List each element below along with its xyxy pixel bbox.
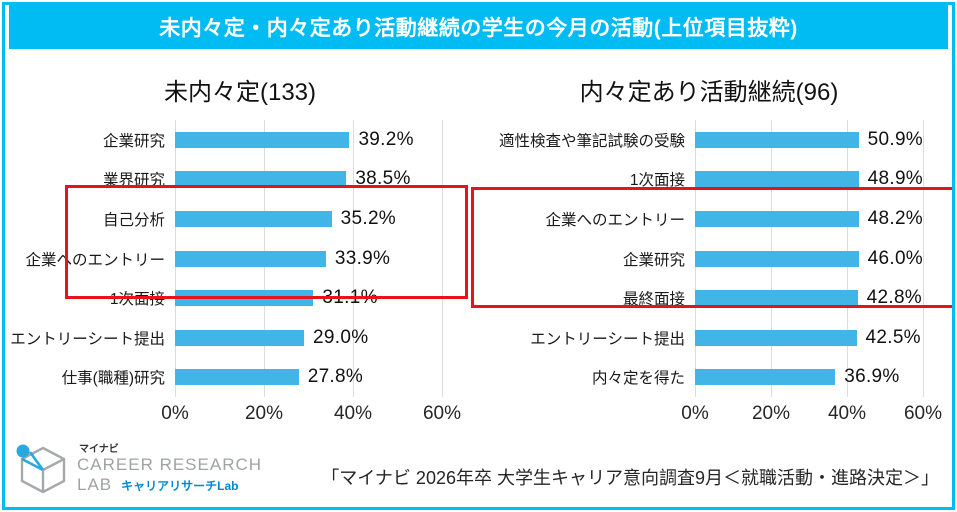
bar — [175, 250, 326, 267]
bar — [695, 171, 859, 188]
bar-track: 46.0% — [695, 248, 923, 270]
category-label: 最終面接 — [622, 291, 685, 309]
top3-highlight-box — [65, 185, 468, 299]
bar — [175, 369, 299, 386]
logo-jp-sub: キャリアリサーチLab — [121, 478, 239, 493]
chart-row: 企業へのエントリー 48.2% — [468, 199, 950, 239]
bar-track: 48.2% — [695, 208, 923, 230]
bar-track: 35.2% — [175, 208, 442, 230]
logo-line2: LAB キャリアリサーチLab — [77, 475, 262, 495]
chart-row: 内々定を得た 36.9% — [468, 357, 950, 397]
value-label: 35.2% — [340, 207, 396, 229]
logo-brand-jp: マイナビ — [79, 443, 119, 455]
bar — [695, 329, 857, 346]
category-label: 内々定を得た — [591, 370, 685, 388]
bar — [695, 250, 859, 267]
bar-track: 42.8% — [695, 287, 923, 309]
category-label: 企業へのエントリー — [25, 251, 165, 269]
top3-highlight-box — [471, 187, 955, 308]
category-label: 1次面接 — [629, 172, 685, 190]
x-tick: 40% — [333, 403, 373, 424]
logo-text: マイナビ CAREER RESEARCH LAB キャリアリサーチLab — [77, 444, 262, 495]
category-label: エントリーシート提出 — [10, 330, 165, 348]
bar — [695, 131, 859, 148]
value-label: 42.5% — [865, 326, 921, 348]
x-tick: 60% — [903, 403, 943, 424]
value-label: 36.9% — [844, 366, 900, 388]
x-tick: 20% — [244, 403, 284, 424]
bar — [695, 290, 858, 307]
chart-row: 仕事(職種)研究 27.8% — [12, 357, 468, 397]
category-label: 適性検査や筆記試験の受験 — [498, 132, 685, 150]
category-label: 1次面接 — [109, 291, 165, 309]
bar-track: 38.5% — [175, 168, 442, 190]
category-label: 自己分析 — [102, 211, 165, 229]
category-label: 企業へのエントリー — [545, 211, 685, 229]
logo-line1: CAREER RESEARCH — [77, 455, 263, 475]
x-tick: 0% — [161, 403, 189, 424]
value-label: 29.0% — [313, 326, 369, 348]
bar — [175, 329, 305, 346]
value-label: 46.0% — [867, 247, 923, 269]
chart-title: 内々定あり活動継続(96) — [579, 79, 839, 106]
bar-track: 27.8% — [175, 366, 442, 388]
value-label: 39.2% — [358, 128, 414, 150]
bar-track: 39.2% — [175, 129, 442, 151]
chart-row: エントリーシート提出 29.0% — [10, 318, 468, 358]
x-axis: 0% 20% 40% 60% — [161, 403, 461, 429]
x-tick: 60% — [422, 403, 462, 424]
bar — [175, 210, 332, 227]
value-label: 27.8% — [307, 366, 364, 388]
plot-area: 適性検査や筆記試験の受験 50.9% 1次面接 48.9% 企業へのエントリー 48.2%… — [468, 120, 955, 397]
chart-row: 企業研究 39.2% — [12, 120, 468, 160]
bar-track: 33.9% — [175, 248, 442, 270]
x-axis: 0% 20% 40% 60% — [681, 403, 942, 429]
chart-row: エントリーシート提出 42.5% — [468, 318, 950, 358]
value-label: 50.9% — [867, 128, 923, 150]
bar-track: 42.5% — [695, 327, 923, 349]
chart-row: 企業へのエントリー 33.9% — [12, 239, 468, 279]
bar-rows: 適性検査や筆記試験の受験 50.9% 1次面接 48.9% 企業へのエントリー 48.2%… — [468, 120, 950, 397]
page-title: 未内々定・内々定あり活動継続の学生の今月の活動(上位項目抜粋) — [159, 17, 798, 40]
chart-title: 未内々定(133) — [163, 79, 317, 106]
value-label: 48.2% — [867, 207, 923, 229]
value-label: 33.9% — [334, 247, 391, 269]
header-banner: 未内々定・内々定あり活動継続の学生の今月の活動(上位項目抜粋) — [9, 5, 948, 49]
chart-not-offered: 未内々定(133) 企業研究 39.2% 業界研究 38.5% 自己分析 35.2% 企業へ… — [10, 60, 468, 440]
x-tick: 0% — [681, 403, 709, 424]
chart-offered-continuing: 内々定あり活動継続(96) 適性検査や筆記試験の受験 50.9% 1次面接 48.9%… — [468, 60, 955, 440]
category-label: 企業研究 — [102, 132, 165, 150]
bar — [695, 369, 836, 386]
x-tick: 40% — [827, 403, 866, 424]
chart-row: 企業研究 46.0% — [468, 239, 950, 279]
bar — [695, 210, 859, 227]
chart-row: 最終面接 42.8% — [468, 278, 950, 318]
plot-area: 企業研究 39.2% 業界研究 38.5% 自己分析 35.2% 企業へのエントリー 33.9… — [10, 120, 468, 397]
career-research-lab-logo: マイナビ CAREER RESEARCH LAB キャリアリサーチLab — [16, 440, 262, 498]
x-tick: 20% — [751, 403, 790, 424]
category-label: 仕事(職種)研究 — [61, 370, 165, 388]
logo-cube-icon — [16, 444, 66, 494]
bar-track: 48.9% — [695, 168, 923, 190]
category-label: エントリーシート提出 — [530, 330, 685, 348]
value-label: 48.9% — [867, 168, 923, 190]
value-label: 42.8% — [866, 287, 922, 309]
bar-track: 50.9% — [695, 129, 923, 151]
bar-track: 29.0% — [175, 327, 442, 349]
chart-row: 1次面接 48.9% — [468, 160, 950, 200]
category-label: 企業研究 — [622, 251, 685, 269]
bar — [175, 131, 350, 148]
value-label: 38.5% — [355, 168, 411, 190]
chart-row: 自己分析 35.2% — [12, 199, 468, 239]
chart-row: 適性検査や筆記試験の受験 50.9% — [468, 120, 950, 160]
logo-lab: LAB — [77, 474, 113, 494]
source-citation: 「マイナビ 2026年卒 大学生キャリア意向調査9月＜就職活動・進路決定＞」 — [321, 468, 939, 488]
bar — [175, 171, 347, 188]
bar-track: 36.9% — [695, 366, 923, 388]
